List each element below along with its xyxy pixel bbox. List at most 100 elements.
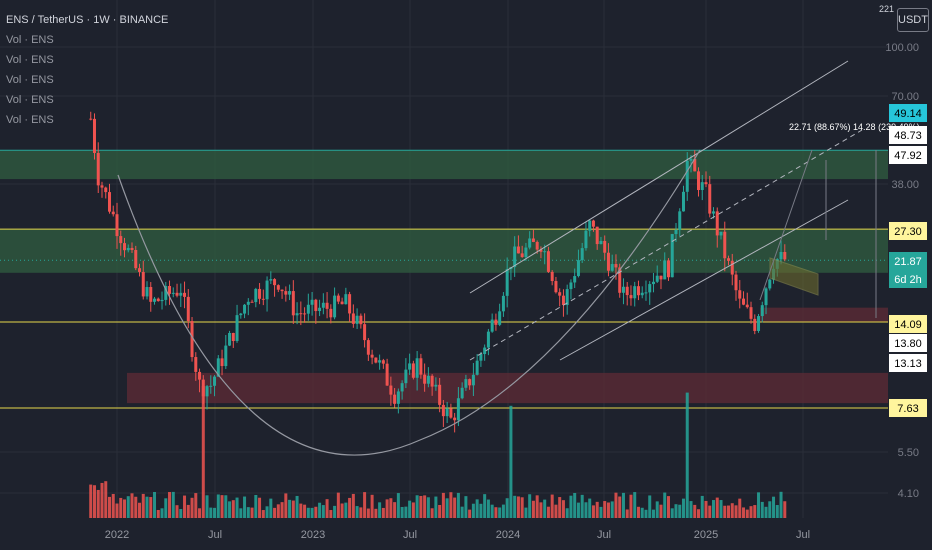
candle-body: [494, 319, 498, 325]
candle-body: [186, 296, 190, 322]
candle-body: [610, 264, 614, 271]
volume-bar: [115, 503, 119, 518]
volume-bar: [715, 497, 719, 518]
volume-indicator-label[interactable]: Vol · ENS: [6, 74, 54, 86]
volume-bar: [509, 405, 513, 518]
volume-bar: [565, 508, 569, 518]
candle-body: [648, 284, 652, 293]
volume-bar: [501, 504, 505, 518]
volume-bar: [775, 505, 779, 518]
candle-body: [107, 192, 111, 212]
candle-body: [614, 264, 618, 268]
currency-button[interactable]: USDT: [897, 8, 929, 32]
volume-bar: [351, 493, 355, 518]
volume-bar: [475, 499, 479, 518]
volume-bar: [584, 502, 588, 518]
candle-body: [201, 379, 205, 397]
volume-bar: [460, 506, 464, 518]
volume-bar: [554, 504, 558, 518]
candle-body: [153, 298, 157, 302]
volume-bar: [633, 492, 637, 518]
volume-bar: [445, 498, 449, 518]
volume-bar: [89, 484, 93, 518]
candle-body: [640, 292, 644, 296]
candle-body: [708, 184, 712, 214]
volume-bar: [610, 501, 614, 518]
candle-body: [295, 313, 299, 316]
volume-bar: [449, 492, 453, 518]
volume-bar: [107, 496, 111, 518]
candle-body: [306, 304, 310, 314]
candle-body: [565, 289, 569, 306]
candle-body: [235, 315, 239, 342]
candle-body: [569, 282, 573, 290]
candle-body: [426, 375, 430, 384]
candle-body: [625, 286, 629, 296]
price-label: 13.13: [894, 358, 922, 370]
candle-body: [591, 220, 595, 227]
volume-bar: [220, 495, 224, 518]
volume-indicator-label[interactable]: Vol · ENS: [6, 54, 54, 66]
candle-body: [261, 298, 265, 300]
candle-body: [561, 295, 565, 306]
volume-bar: [708, 505, 712, 518]
volume-bar: [655, 501, 659, 518]
volume-indicator-label[interactable]: Vol · ENS: [6, 94, 54, 106]
candle-body: [734, 274, 738, 291]
price-label: 21.87: [894, 256, 922, 268]
volume-bar: [164, 498, 168, 518]
volume-bar: [516, 496, 520, 518]
volume-bar: [389, 498, 393, 518]
volume-bar: [269, 498, 273, 518]
volume-bar: [704, 500, 708, 518]
candle-body: [573, 276, 577, 283]
candle-body: [160, 299, 164, 302]
volume-bar: [621, 492, 625, 518]
volume-bar: [603, 501, 607, 518]
candle-body: [141, 271, 145, 297]
candle-body: [543, 251, 547, 253]
volume-bar: [753, 505, 757, 518]
volume-bar: [423, 495, 427, 518]
candle-body: [550, 271, 554, 282]
candle-body: [742, 298, 746, 305]
volume-bar: [520, 497, 524, 518]
candle-body: [269, 279, 273, 281]
candle-body: [749, 307, 753, 319]
volume-bar: [160, 508, 164, 518]
candle-body: [715, 211, 719, 236]
candle-body: [783, 251, 787, 260]
candle-body: [595, 226, 599, 245]
volume-bar: [314, 506, 318, 518]
volume-indicator-label[interactable]: Vol · ENS: [6, 114, 54, 126]
volume-bar: [535, 495, 539, 518]
volume-bar: [280, 502, 284, 518]
volume-bar: [531, 500, 535, 518]
candle-body: [333, 295, 337, 318]
volume-bar: [659, 504, 663, 518]
candle-body: [655, 275, 659, 282]
volume-bar: [261, 510, 265, 518]
resistance-zone: [0, 150, 888, 180]
volume-bar: [348, 497, 352, 518]
candle-body: [453, 417, 457, 421]
candle-body: [404, 369, 408, 384]
volume-bar: [606, 502, 610, 518]
volume-bar: [539, 502, 543, 518]
price-label-box: [889, 354, 927, 372]
candle-body: [558, 292, 562, 296]
candle-body: [479, 354, 483, 361]
volume-bar: [558, 497, 562, 518]
volume-indicator-label[interactable]: Vol · ENS: [6, 34, 54, 46]
x-axis-label: 2023: [301, 529, 325, 541]
candle-body: [471, 374, 475, 386]
volume-bar: [299, 503, 303, 518]
volume-bar: [209, 507, 213, 518]
candle-body: [175, 292, 179, 296]
volume-bar: [576, 502, 580, 518]
volume-bar: [273, 507, 277, 518]
volume-bar: [595, 501, 599, 518]
candle-body: [760, 305, 764, 317]
symbol-title[interactable]: ENS / TetherUS · 1W · BINANCE: [6, 14, 169, 26]
